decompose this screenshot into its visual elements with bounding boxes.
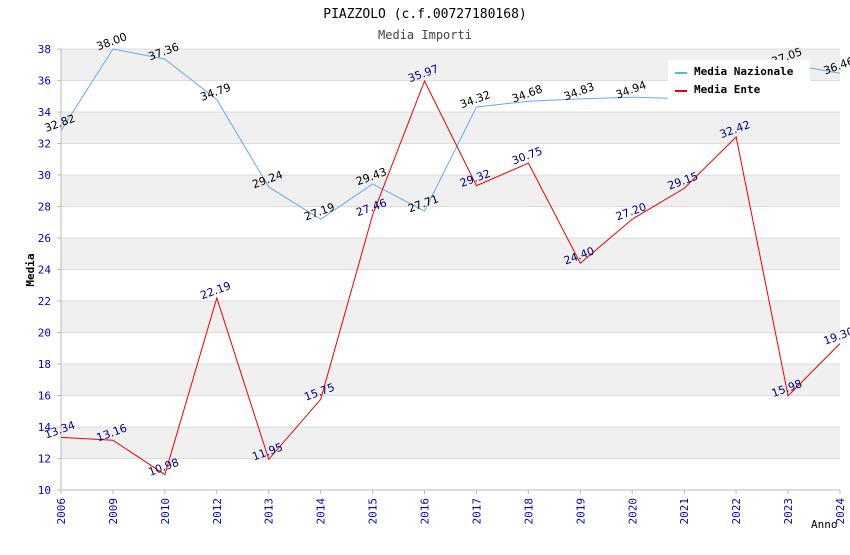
axes: [57, 48, 841, 494]
x-tick-label: 2024: [834, 498, 847, 525]
x-tick-label: 2018: [522, 498, 535, 525]
x-tick-label: 2023: [782, 498, 795, 525]
background-band: [61, 427, 840, 459]
chart-title: PIAZZOLO (c.f.00727180168): [323, 7, 527, 22]
x-tick-label: 2017: [470, 498, 483, 525]
x-tick-label: 2021: [678, 498, 691, 525]
y-tick-label: 18: [38, 358, 51, 371]
data-label-media-nazionale: 34.68: [510, 83, 544, 106]
y-tick-label: 22: [38, 295, 51, 308]
background-band: [61, 175, 840, 207]
x-tick-labels: 2006 2009 2010 2012 2013 2014 2015 2016 2017 2018…: [55, 498, 847, 525]
y-tick-label: 26: [38, 232, 51, 245]
x-tick-label: 2010: [159, 498, 172, 525]
x-tick-label: 2013: [263, 498, 276, 525]
data-label-media-nazionale: 34.83: [562, 80, 596, 103]
data-label-media-ente: 10.98: [147, 456, 181, 479]
x-tick-label: 2016: [419, 498, 432, 525]
y-axis-label: Media: [24, 253, 37, 286]
y-tick-label: 14: [38, 421, 52, 434]
series-line-media-ente: [60, 79, 841, 476]
background-band: [61, 364, 840, 396]
data-label-media-nazionale: 34.79: [199, 81, 233, 104]
y-tick-label: 34: [38, 106, 52, 119]
data-label-media-ente: 22.19: [199, 279, 233, 302]
x-tick-label: 2012: [211, 498, 224, 525]
y-tick-label: 10: [38, 484, 51, 497]
legend-box: [668, 60, 810, 100]
x-axis-label: Anno: [811, 518, 838, 531]
background-band: [61, 238, 840, 270]
x-tick-label: 2015: [367, 498, 380, 525]
legend-label-media-ente: Media Ente: [694, 83, 761, 96]
x-tick-label: 2014: [315, 498, 328, 525]
y-tick-label: 24: [38, 264, 52, 277]
y-tick-labels: 10 12 14 16 18 20 22 24 26 28 30 32 34 36 38: [38, 43, 52, 497]
x-tick-label: 2009: [107, 498, 120, 525]
x-tick-label: 2006: [55, 498, 68, 525]
y-tick-label: 20: [38, 327, 51, 340]
y-tick-label: 30: [38, 169, 51, 182]
chart-subtitle: Media Importi: [378, 28, 472, 42]
legend-label-media-nazionale: Media Nazionale: [694, 65, 794, 78]
x-tick-label: 2022: [730, 498, 743, 525]
background-band: [61, 301, 840, 333]
y-tick-label: 32: [38, 138, 51, 151]
y-tick-label: 16: [38, 390, 51, 403]
data-label-media-nazionale: 34.32: [458, 88, 492, 111]
background-band: [61, 112, 840, 144]
y-tick-label: 12: [38, 453, 51, 466]
x-tick-label: 2019: [574, 498, 587, 525]
y-tick-label: 36: [38, 75, 51, 88]
background-bands: [61, 49, 840, 459]
y-tick-label: 38: [38, 43, 51, 56]
legend: Media Nazionale Media Ente: [668, 60, 810, 100]
x-tick-label: 2020: [626, 498, 639, 525]
y-tick-label: 28: [38, 201, 51, 214]
